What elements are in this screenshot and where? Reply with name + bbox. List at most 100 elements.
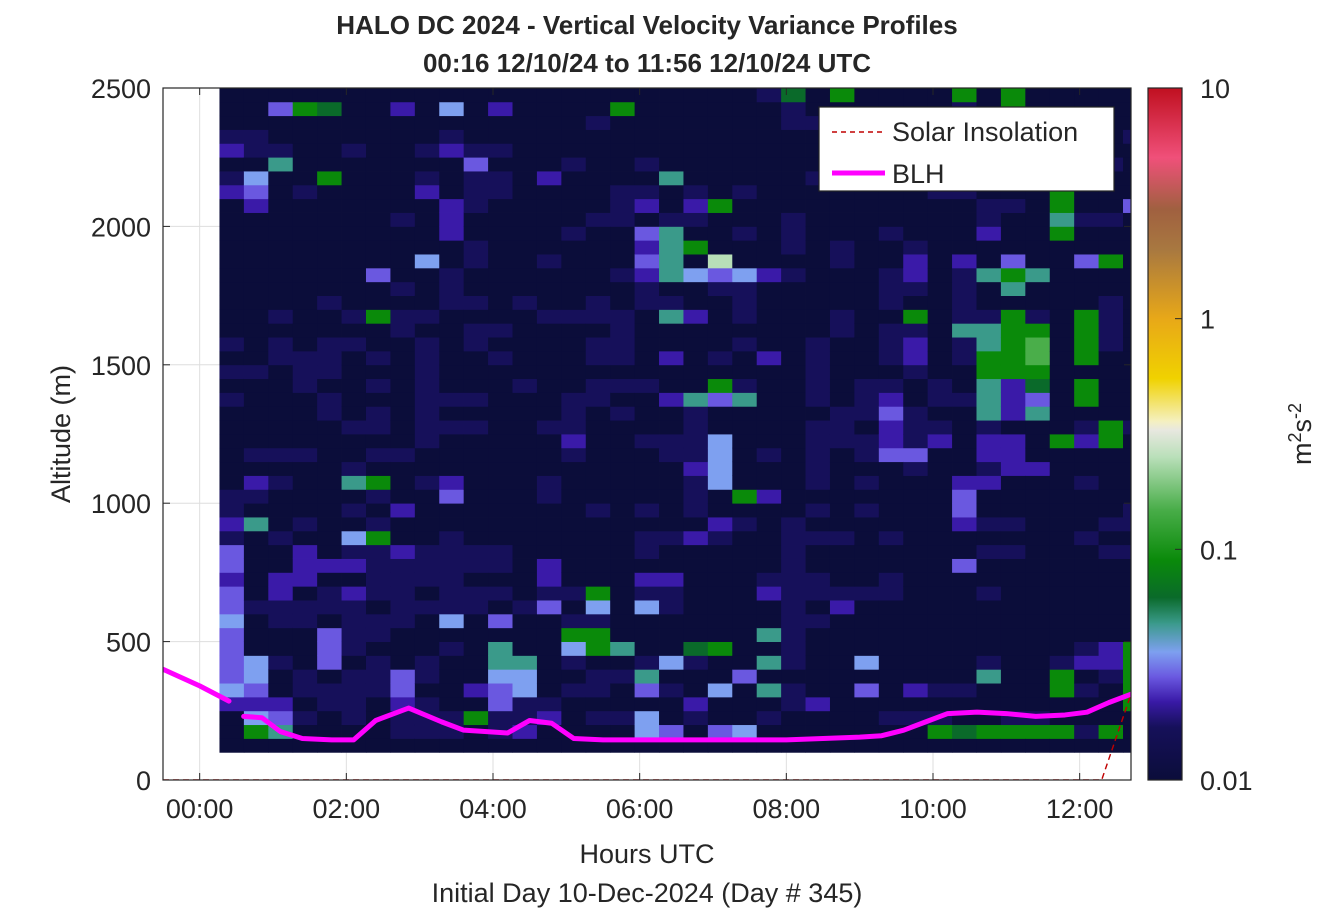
heatmap-cell: [805, 254, 831, 269]
heatmap-cell: [1123, 226, 1131, 241]
heatmap-cell: [243, 295, 269, 310]
heatmap-cell: [1098, 530, 1124, 546]
heatmap-cell: [927, 738, 953, 753]
heatmap-cell: [781, 309, 806, 324]
heatmap-cell: [756, 143, 782, 158]
heatmap-cell: [927, 613, 953, 629]
heatmap-cell: [439, 323, 465, 338]
heatmap-cell: [439, 337, 465, 352]
heatmap-cell: [927, 627, 953, 642]
heatmap-cell: [781, 724, 806, 739]
heatmap-cell: [292, 461, 318, 476]
heatmap-cell: [341, 586, 367, 601]
heatmap-cell: [659, 323, 684, 338]
heatmap-cell: [1123, 157, 1131, 172]
heatmap-cell: [268, 544, 294, 559]
heatmap-cell: [219, 157, 245, 172]
heatmap-cell: [341, 447, 367, 463]
heatmap-cell: [1098, 489, 1124, 504]
heatmap-cell: [707, 461, 733, 476]
heatmap-cell: [561, 267, 587, 283]
heatmap-cell: [927, 198, 953, 213]
heatmap-cell: [805, 434, 831, 449]
heatmap-cell: [561, 710, 587, 726]
heatmap-cell: [219, 115, 245, 130]
heatmap-cell: [561, 337, 587, 352]
heatmap-cell: [390, 115, 416, 130]
heatmap-cell: [1123, 503, 1131, 518]
heatmap-cell: [512, 600, 538, 615]
heatmap-cell: [732, 489, 758, 504]
heatmap-cell: [439, 572, 465, 587]
heatmap-cell: [268, 295, 294, 310]
heatmap-cell: [317, 337, 342, 352]
heatmap-cell: [1123, 198, 1131, 213]
heatmap-cell: [976, 295, 1002, 310]
heatmap-cell: [854, 337, 880, 352]
heatmap-cell: [414, 143, 440, 158]
heatmap-cell: [1123, 337, 1131, 352]
heatmap-cell: [317, 323, 342, 338]
heatmap-cell: [829, 600, 855, 615]
heatmap-cell: [1025, 738, 1051, 753]
heatmap-cell: [561, 115, 587, 130]
heatmap-cell: [610, 655, 636, 670]
heatmap-cell: [610, 544, 636, 559]
heatmap-cell: [561, 544, 587, 559]
heatmap-cell: [1074, 586, 1099, 601]
heatmap-cell: [952, 696, 977, 712]
heatmap-cell: [292, 254, 318, 269]
heatmap-cell: [317, 669, 342, 684]
heatmap-cell: [341, 627, 367, 642]
heatmap-cell: [439, 309, 465, 324]
heatmap-cell: [659, 586, 684, 601]
heatmap-cell: [561, 101, 587, 117]
heatmap-cell: [683, 517, 709, 532]
heatmap-cell: [732, 184, 758, 200]
heatmap-cell: [365, 226, 391, 241]
heatmap-cell: [1000, 406, 1026, 421]
heatmap-cell: [732, 683, 758, 698]
heatmap-cell: [414, 544, 440, 559]
heatmap-cell: [365, 350, 391, 366]
heatmap-cell: [365, 295, 391, 310]
heatmap-cell: [488, 323, 513, 338]
heatmap-cell: [659, 350, 684, 366]
heatmap-cell: [927, 226, 953, 241]
heatmap-cell: [634, 669, 660, 684]
heatmap-cell: [927, 461, 953, 476]
heatmap-cell: [707, 378, 733, 393]
heatmap-cell: [390, 378, 416, 393]
heatmap-cell: [561, 558, 587, 573]
heatmap-cell: [585, 489, 611, 504]
heatmap-cell: [683, 669, 709, 684]
heatmap-cell: [341, 530, 367, 546]
heatmap-cell: [634, 724, 660, 739]
heatmap-cell: [317, 696, 342, 712]
heatmap-cell: [781, 295, 806, 310]
heatmap-cell: [805, 517, 831, 532]
heatmap-cell: [756, 295, 782, 310]
colorbar-segment: [1148, 726, 1182, 781]
heatmap-cell: [561, 641, 587, 656]
heatmap-cell: [439, 267, 465, 283]
heatmap-cell: [634, 267, 660, 283]
heatmap-cell: [536, 475, 562, 490]
heatmap-cell: [610, 669, 636, 684]
heatmap-cell: [878, 378, 904, 393]
heatmap-cell: [243, 281, 269, 296]
heatmap-cell: [268, 558, 294, 573]
heatmap-cell: [585, 641, 611, 656]
heatmap-cell: [805, 558, 831, 573]
heatmap-cell: [292, 115, 318, 130]
heatmap-cell: [488, 530, 513, 546]
heatmap-cell: [219, 489, 245, 504]
heatmap-cell: [439, 655, 465, 670]
heatmap-cell: [1098, 295, 1124, 310]
heatmap-cell: [707, 157, 733, 172]
heatmap-cell: [976, 240, 1002, 255]
heatmap-cell: [1123, 447, 1131, 463]
heatmap-cell: [683, 267, 709, 283]
heatmap-cell: [732, 88, 758, 103]
heatmap-cell: [756, 198, 782, 213]
